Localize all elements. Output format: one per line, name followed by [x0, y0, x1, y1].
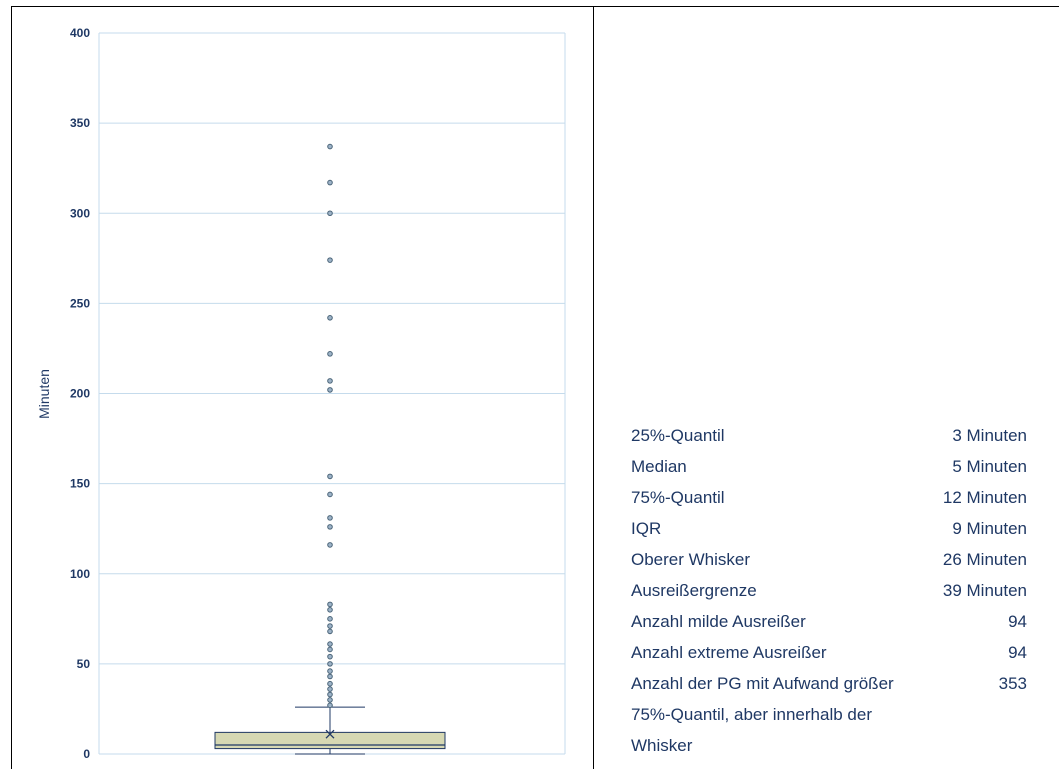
- stat-row-median: Median 5 Minuten: [631, 451, 1027, 482]
- y-tick-label: 150: [70, 477, 90, 491]
- outlier-point: [327, 686, 333, 692]
- y-tick-label: 400: [70, 26, 90, 40]
- stat-label: Anzahl milde Ausreißer: [631, 612, 806, 631]
- y-tick-labels: 0 50 100 150 200 250 300 350 400: [70, 26, 90, 761]
- y-axis-title: Minuten: [36, 369, 52, 419]
- stat-value: 39 Minuten: [942, 581, 1027, 600]
- y-tick-label: 0: [83, 747, 90, 761]
- outlier-point: [327, 691, 333, 698]
- outlier-point: [327, 387, 333, 393]
- outlier-point: [327, 680, 333, 687]
- column-divider: [593, 6, 594, 769]
- stat-value: 94: [1008, 612, 1027, 631]
- table-frame: [11, 6, 1059, 769]
- y-tick-label: 100: [70, 567, 90, 581]
- stat-row-outlier-limit: Ausreißergrenze 39 Minuten: [631, 575, 1027, 606]
- stat-value: 353: [998, 674, 1027, 693]
- stat-value: 9 Minuten: [952, 519, 1027, 538]
- stat-row-q3: 75%-Quantil 12 Minuten: [631, 482, 1027, 513]
- outlier-point: [327, 473, 333, 480]
- statistics-table: 25%-Quantil 3 Minuten Median 5 Minuten 7…: [631, 420, 1027, 761]
- y-tick-label: 350: [70, 116, 90, 130]
- y-tick-label: 200: [70, 387, 90, 401]
- stat-label: IQR: [631, 519, 662, 538]
- outlier-point: [327, 628, 333, 635]
- stat-label: Oberer Whisker: [631, 550, 751, 569]
- stat-row-count-within-whiskers: Anzahl der PG mit Aufwand größer 75%-Qua…: [631, 668, 1027, 761]
- stat-row-q1: 25%-Quantil 3 Minuten: [631, 420, 1027, 451]
- stat-label: Anzahl der PG mit Aufwand größer 75%-Qua…: [631, 674, 894, 755]
- outlier-point: [327, 697, 333, 703]
- outlier-point: [327, 524, 333, 530]
- outlier-point: [327, 641, 333, 647]
- outlier-point: [327, 257, 333, 263]
- stat-value: 3 Minuten: [952, 426, 1027, 445]
- outlier-point: [327, 351, 333, 357]
- outlier-point: [327, 661, 333, 667]
- outlier-point: [327, 607, 333, 613]
- outlier-point: [327, 515, 333, 521]
- mean-marker-stroke-b: [325, 729, 335, 739]
- outlier-point: [327, 378, 333, 384]
- stat-label: Median: [631, 457, 687, 476]
- outlier-point: [327, 210, 333, 217]
- outliers: [327, 143, 333, 709]
- outlier-point: [327, 491, 333, 498]
- outlier-point: [327, 668, 333, 674]
- stat-value: 94: [1008, 643, 1027, 662]
- stat-label: 75%-Quantil: [631, 488, 725, 507]
- y-tick-label: 300: [70, 206, 90, 220]
- outlier-point: [327, 623, 333, 629]
- outlier-point: [327, 542, 333, 548]
- stat-value: 5 Minuten: [952, 457, 1027, 476]
- stat-value: 12 Minuten: [942, 488, 1027, 507]
- outlier-point: [327, 179, 333, 186]
- outlier-point: [327, 616, 333, 622]
- stat-value: 26 Minuten: [942, 550, 1027, 569]
- stat-label: Ausreißergrenze: [631, 581, 757, 600]
- y-tick-label: 250: [70, 296, 90, 310]
- stat-label: Anzahl extreme Ausreißer: [631, 643, 827, 662]
- outlier-point: [327, 702, 333, 709]
- outlier-point: [327, 653, 333, 660]
- box-plot: 0 50 100 150 200 250 300 350 400 Minuten: [36, 26, 566, 761]
- stat-row-upper-whisker: Oberer Whisker 26 Minuten: [631, 544, 1027, 575]
- outlier-point: [327, 646, 333, 653]
- outlier-point: [327, 314, 333, 321]
- outlier-point: [327, 143, 333, 150]
- stat-label: 25%-Quantil: [631, 426, 725, 445]
- outlier-point: [327, 601, 333, 608]
- y-tick-label: 50: [77, 657, 91, 671]
- stat-row-mild-outliers: Anzahl milde Ausreißer 94: [631, 606, 1027, 637]
- outlier-point: [327, 673, 333, 680]
- stat-row-iqr: IQR 9 Minuten: [631, 513, 1027, 544]
- box: [214, 729, 446, 750]
- stat-row-extreme-outliers: Anzahl extreme Ausreißer 94: [631, 637, 1027, 668]
